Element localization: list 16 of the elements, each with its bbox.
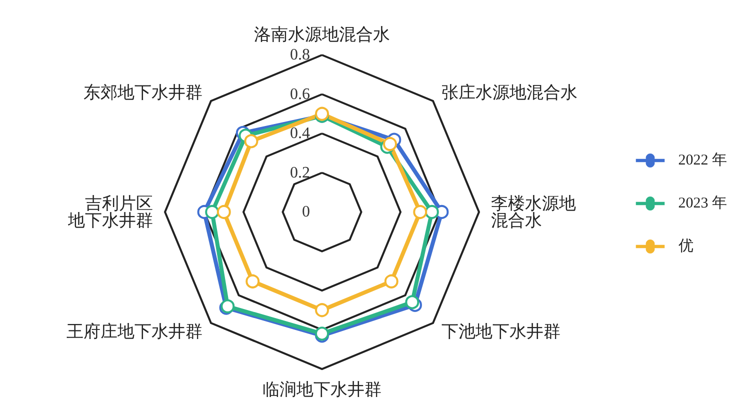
legend-label: 2023 年 xyxy=(678,194,727,212)
spoke-label: 张庄水源地混合水 xyxy=(442,83,578,102)
spoke-label: 洛南水源地混合水 xyxy=(254,25,390,44)
spoke-label: 吉利片区地下水井群 xyxy=(67,194,153,230)
spoke-label: 下池地下水井群 xyxy=(442,322,560,341)
y-tick-label: 0.8 xyxy=(290,46,310,64)
legend-label: 优 xyxy=(678,238,694,254)
spoke-label: 王府庄地下水井群 xyxy=(66,322,202,341)
y-tick-label: 0.6 xyxy=(290,86,310,103)
y-tick-label: 0.4 xyxy=(290,125,310,142)
spoke-label: 临涧地下水井群 xyxy=(262,380,382,399)
spoke-label: 东郊地下水井群 xyxy=(84,83,202,102)
y-tick-label: 0 xyxy=(302,204,310,220)
legend-label: 2022 年 xyxy=(678,152,727,168)
spoke-label: 李楼水源地混合水 xyxy=(491,194,576,230)
y-tick-label: 0.2 xyxy=(290,164,310,182)
